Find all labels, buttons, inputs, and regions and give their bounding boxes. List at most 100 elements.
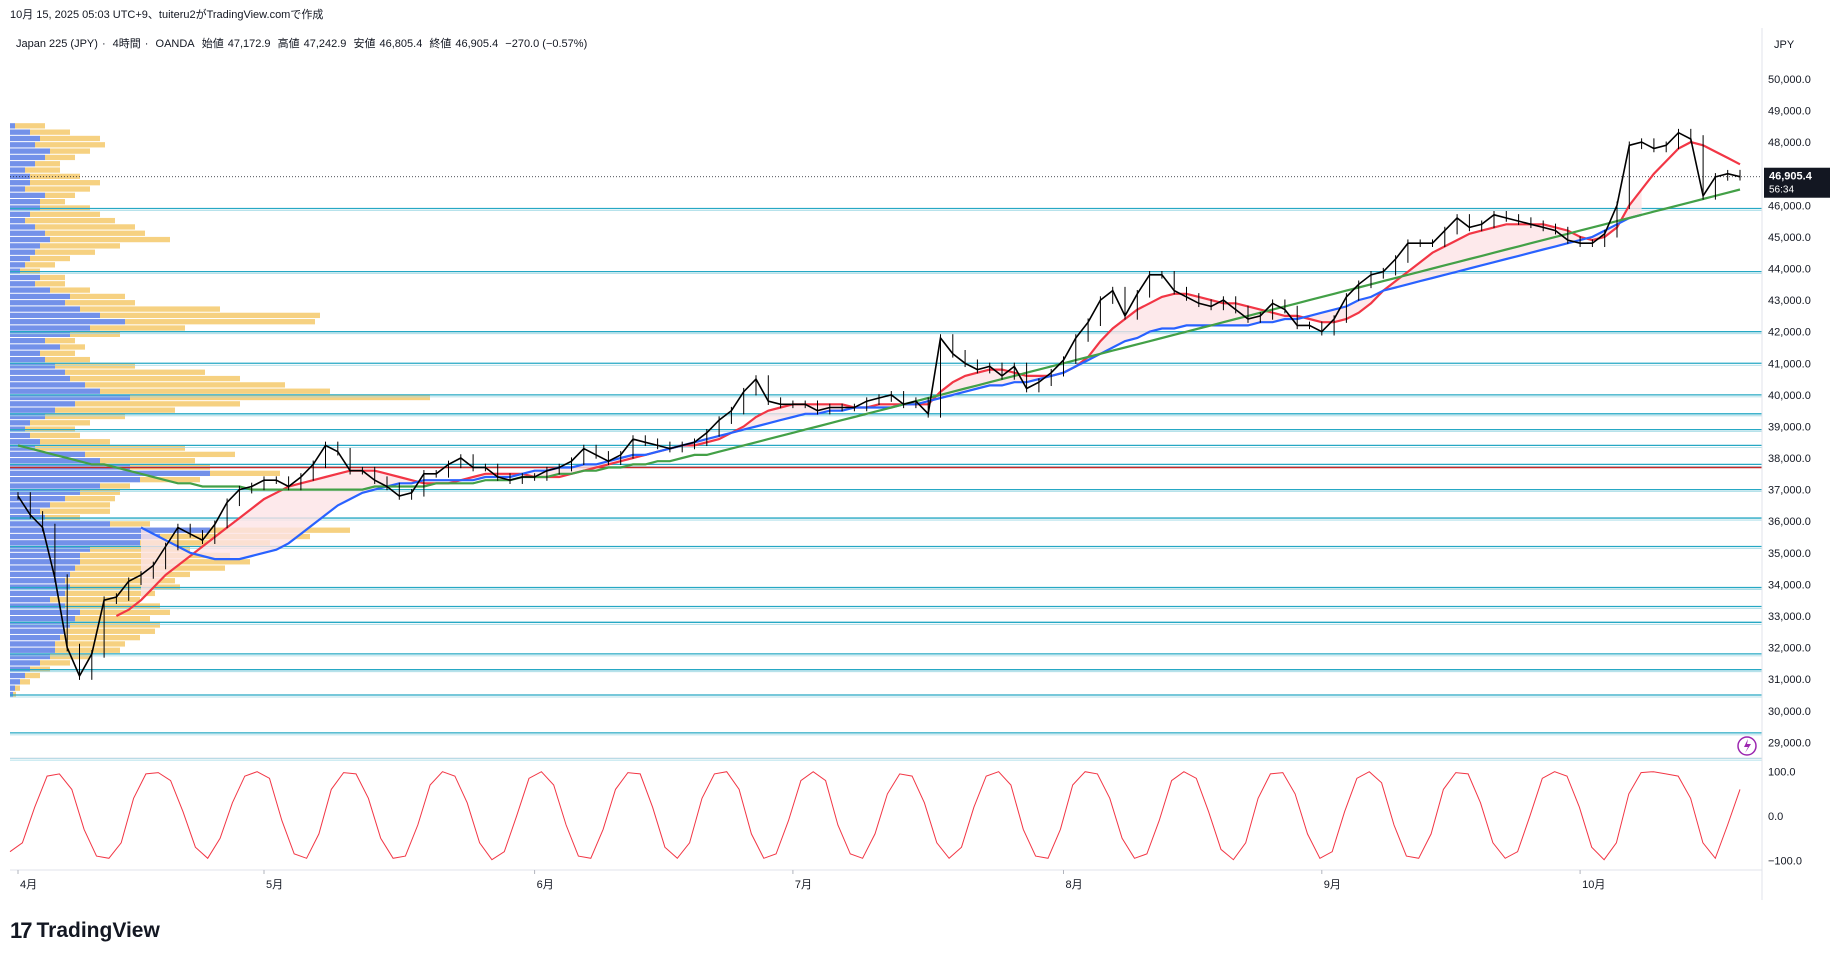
volume-profile-up-bar: [10, 363, 55, 369]
oscillator-line[interactable]: [9, 771, 1741, 861]
volume-profile-down-bar: [60, 344, 85, 350]
volume-profile-down-bar: [50, 597, 140, 603]
volume-profile-up-bar: [10, 154, 45, 161]
volume-profile-down-bar: [45, 154, 75, 161]
volume-profile-down-bar: [70, 375, 240, 382]
y-tick-label: 44,000.0: [1768, 264, 1811, 276]
x-tick-label: 6月: [537, 879, 554, 891]
volume-profile-up-bar: [10, 180, 30, 186]
volume-profile-up-bar: [10, 634, 60, 641]
volume-profile-down-bar: [50, 148, 90, 154]
volume-profile-up-bar: [10, 445, 35, 451]
volume-profile-down-bar: [40, 199, 65, 205]
volume-profile-up-bar: [10, 281, 35, 287]
volume-profile-down-bar: [55, 407, 175, 413]
volume-profile-up-bar: [10, 470, 210, 476]
volume-profile-down-bar: [30, 420, 90, 426]
y-tick-label: 40,000.0: [1768, 390, 1811, 402]
volume-profile-up-bar: [10, 653, 50, 660]
close-value: 46,905.4: [455, 38, 499, 50]
oscillator-tick-label: −100.0: [1768, 856, 1802, 868]
volume-profile-up-bar: [10, 685, 15, 691]
volume-profile-down-bar: [70, 622, 160, 628]
volume-profile-down-bar: [20, 679, 30, 685]
volume-profile-down-bar: [40, 274, 65, 281]
symbol-name[interactable]: Japan 225 (JPY): [16, 38, 98, 50]
volume-profile-down-bar: [35, 224, 135, 230]
volume-profile-up-bar: [10, 161, 35, 167]
volume-profile-up-bar: [10, 135, 40, 142]
volume-profile-up-bar: [10, 217, 25, 224]
volume-profile-up-bar: [10, 356, 45, 363]
volume-profile-down-bar: [35, 249, 95, 255]
y-tick-label: 38,000.0: [1768, 453, 1811, 465]
volume-profile-up-bar: [10, 293, 70, 300]
currency-label[interactable]: JPY: [1774, 39, 1795, 51]
volume-profile-down-bar: [70, 571, 190, 578]
volume-profile-down-bar: [55, 641, 125, 647]
open-label: 始値: [201, 38, 224, 50]
volume-profile-up-bar: [10, 129, 30, 135]
volume-profile-down-bar: [75, 401, 240, 407]
volume-profile-down-bar: [50, 502, 110, 508]
volume-profile-up-bar: [10, 559, 80, 565]
volume-profile-down-bar: [45, 413, 125, 420]
volume-profile-down-bar: [55, 363, 135, 369]
volume-profile-down-bar: [100, 312, 320, 319]
volume-profile-down-bar: [35, 161, 60, 167]
volume-profile-down-bar: [40, 439, 110, 445]
volume-profile-up-bar: [10, 647, 55, 653]
y-tick-label: 31,000.0: [1768, 674, 1811, 686]
volume-profile-up-bar: [10, 578, 65, 584]
volume-profile-down-bar: [60, 634, 140, 641]
alert-bolt-icon[interactable]: [1737, 736, 1757, 756]
volume-profile-down-bar: [25, 186, 90, 192]
y-tick-label: 30,000.0: [1768, 706, 1811, 718]
volume-profile-up-bar: [10, 641, 55, 647]
volume-profile-up-bar: [10, 186, 25, 192]
volume-profile-up-bar: [10, 167, 25, 173]
volume-profile-up-bar: [10, 388, 100, 394]
interval-label[interactable]: 4時間: [112, 38, 141, 50]
volume-profile-up-bar: [10, 142, 35, 148]
y-tick-label: 33,000.0: [1768, 611, 1811, 623]
volume-profile-down-bar: [50, 653, 90, 660]
volume-profile-up-bar: [10, 350, 40, 356]
x-tick-label: 10月: [1582, 879, 1605, 891]
tradingview-logo[interactable]: 17 TradingView: [10, 918, 160, 944]
x-tick-label: 9月: [1324, 879, 1341, 891]
volume-profile-down-bar: [15, 123, 45, 129]
chart-created-line: 10月 15, 2025 05:03 UTC+9、tuiteru2がTradin…: [10, 9, 324, 21]
sma-fast-line[interactable]: [115, 140, 1741, 617]
volume-profile-up-bar: [10, 394, 130, 401]
volume-profile-down-bar: [15, 685, 20, 691]
volume-profile-up-bar: [10, 325, 90, 331]
volume-profile-down-bar: [50, 287, 90, 293]
volume-profile-down-bar: [70, 293, 125, 300]
open-value: 47,172.9: [227, 38, 271, 50]
volume-profile-down-bar: [65, 628, 155, 634]
volume-profile-down-bar: [110, 521, 150, 527]
y-tick-label: 42,000.0: [1768, 327, 1811, 339]
volume-profile-down-bar: [140, 540, 270, 546]
volume-profile-down-bar: [45, 356, 90, 363]
sma-slow-line[interactable]: [17, 188, 1741, 491]
volume-profile-up-bar: [10, 243, 40, 249]
volume-profile-down-bar: [65, 300, 135, 306]
y-tick-label: 50,000.0: [1768, 74, 1811, 86]
volume-profile-up-bar: [10, 521, 110, 527]
volume-profile-up-bar: [10, 508, 40, 514]
volume-profile-up-bar: [10, 312, 100, 319]
volume-profile-up-bar: [10, 546, 90, 552]
volume-profile-down-bar: [90, 546, 190, 552]
volume-profile-up-bar: [10, 224, 35, 230]
volume-profile-down-bar: [55, 647, 120, 653]
oscillator-tick-label: 100.0: [1768, 767, 1796, 779]
volume-profile-down-bar: [100, 388, 330, 394]
volume-profile-down-bar: [35, 445, 185, 451]
volume-profile-up-bar: [10, 331, 70, 337]
volume-profile-up-bar: [10, 533, 160, 540]
y-tick-label: 35,000.0: [1768, 548, 1811, 560]
volume-profile-up-bar: [10, 230, 45, 236]
